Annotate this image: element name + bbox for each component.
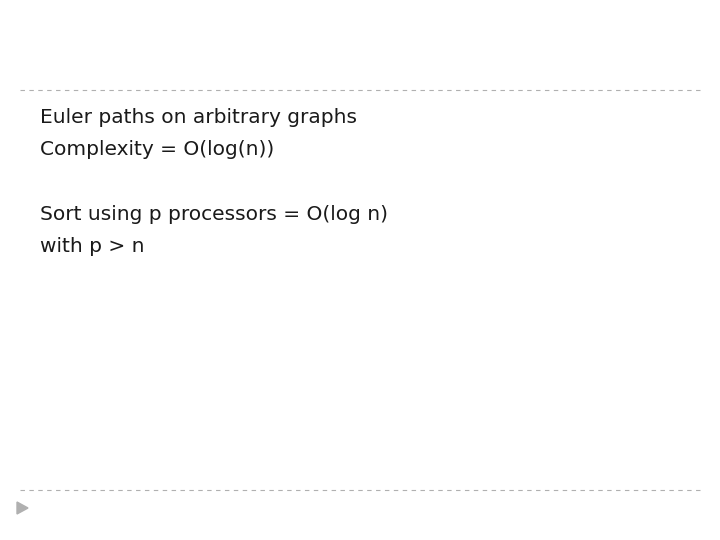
Text: with p > n: with p > n xyxy=(40,237,145,256)
Polygon shape xyxy=(17,502,28,514)
Text: Complexity = O(log(n)): Complexity = O(log(n)) xyxy=(40,140,274,159)
Text: Sort using p processors = O(log n): Sort using p processors = O(log n) xyxy=(40,205,388,224)
Text: Euler paths on arbitrary graphs: Euler paths on arbitrary graphs xyxy=(40,108,357,127)
